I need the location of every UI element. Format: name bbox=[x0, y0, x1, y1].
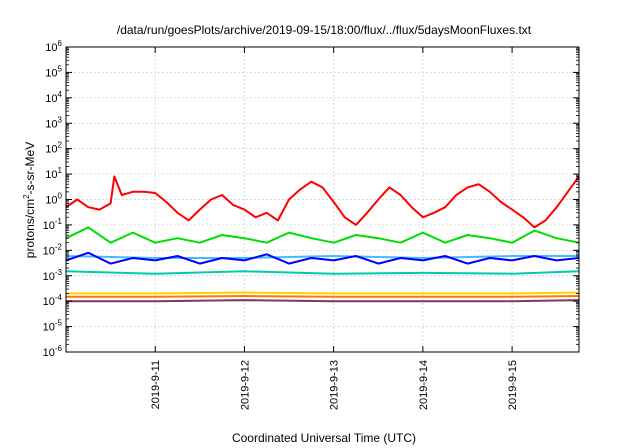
x-axis-label: Coordinated Universal Time (UTC) bbox=[232, 431, 416, 445]
y-tick-label: 10-3 bbox=[43, 268, 63, 283]
y-tick-label: 103 bbox=[45, 115, 62, 130]
x-tick-label: 2019-9-13 bbox=[329, 360, 341, 410]
y-tick-layer: 10-6 10-5 10-4 10-3 10-2 10-1 100 101 102 103 104 1… bbox=[43, 39, 579, 359]
series-line-6 bbox=[66, 291, 580, 295]
y-axis-label-tail: -s-sr-MeV bbox=[23, 142, 37, 195]
series-line-2 bbox=[65, 226, 580, 244]
x-tick-label: 2019-9-15 bbox=[507, 360, 519, 410]
series-line-7 bbox=[66, 295, 580, 298]
y-tick-label: 10-5 bbox=[43, 319, 63, 334]
chart-title: /data/run/goesPlots/archive/2019-09-15/1… bbox=[117, 23, 532, 37]
y-axis-label-main: protons/cm bbox=[23, 199, 37, 258]
series-line-8 bbox=[66, 299, 580, 303]
x-tick-layer: 2019-9-11 2019-9-12 2019-9-13 2019-9-14 2019… bbox=[150, 47, 519, 410]
y-tick-label: 10-6 bbox=[43, 344, 63, 359]
y-tick-label: 10-4 bbox=[43, 293, 63, 308]
y-axis-label: protons/cm2-s-sr-MeV bbox=[22, 142, 37, 258]
y-tick-label: 10-2 bbox=[43, 242, 63, 257]
x-tick-label: 2019-9-12 bbox=[239, 360, 251, 410]
series-line-4 bbox=[65, 251, 580, 265]
y-tick-label: 10-1 bbox=[43, 217, 63, 232]
y-tick-label: 104 bbox=[45, 90, 62, 105]
grid-layer bbox=[66, 47, 579, 352]
series-line-1 bbox=[65, 175, 580, 229]
y-tick-label: 102 bbox=[45, 141, 62, 156]
y-tick-label: 101 bbox=[45, 166, 62, 181]
x-tick-label: 2019-9-11 bbox=[150, 360, 162, 409]
y-tick-label: 106 bbox=[45, 39, 62, 54]
y-tick-label: 105 bbox=[45, 64, 62, 79]
y-axis-label-sup: 2 bbox=[22, 194, 31, 199]
series-line-3 bbox=[65, 255, 579, 259]
x-tick-label: 2019-9-14 bbox=[418, 360, 430, 410]
series-line-5 bbox=[65, 270, 580, 275]
y-tick-label: 100 bbox=[45, 192, 62, 207]
series-layer bbox=[65, 175, 580, 303]
